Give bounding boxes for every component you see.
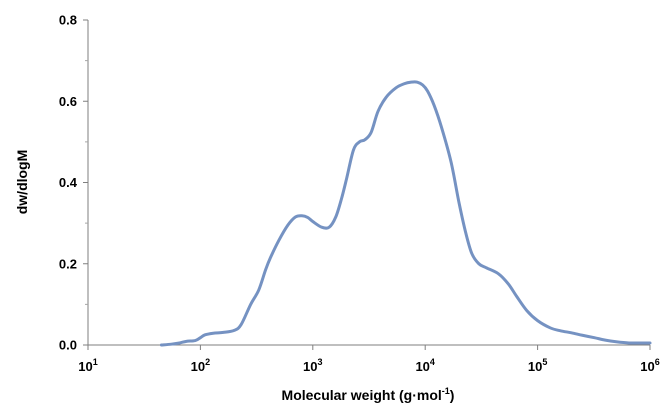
x-tick-label: 101 [78, 357, 97, 374]
x-tick-label: 102 [191, 357, 210, 374]
x-tick-label-exponent: 4 [430, 357, 435, 367]
x-tick-label-base: 10 [303, 359, 317, 374]
x-tick-label-exponent: 1 [93, 357, 98, 367]
y-axis-title: dw/dlogM [14, 150, 30, 215]
x-tick-label-base: 10 [640, 359, 654, 374]
x-tick-label-exponent: 2 [205, 357, 210, 367]
x-tick-label-base: 10 [78, 359, 92, 374]
x-tick-label-base: 10 [191, 359, 205, 374]
x-tick-label-base: 10 [415, 359, 429, 374]
x-tick-label-exponent: 5 [542, 357, 547, 367]
x-axis-title-superscript: -1 [442, 386, 450, 396]
distribution-curve [159, 80, 652, 347]
x-tick-label: 104 [415, 357, 434, 374]
y-tick-label: 0.8 [59, 13, 77, 28]
x-tick-label-base: 10 [528, 359, 542, 374]
x-tick-label: 106 [640, 357, 659, 374]
y-tick-label: 0.2 [59, 256, 77, 271]
x-tick-label: 105 [528, 357, 547, 374]
x-tick-label: 103 [303, 357, 322, 374]
x-axis-title-main: Molecular weight (g·mol [282, 387, 442, 403]
x-axis-title-close: ) [450, 387, 455, 403]
y-tick-label: 0.6 [59, 94, 77, 109]
x-axis-title: Molecular weight (g·mol-1) [282, 386, 455, 403]
y-tick-label: 0.0 [59, 338, 77, 353]
y-tick-label: 0.4 [59, 175, 78, 190]
x-tick-label-exponent: 6 [655, 357, 660, 367]
x-tick-label-exponent: 3 [318, 357, 323, 367]
